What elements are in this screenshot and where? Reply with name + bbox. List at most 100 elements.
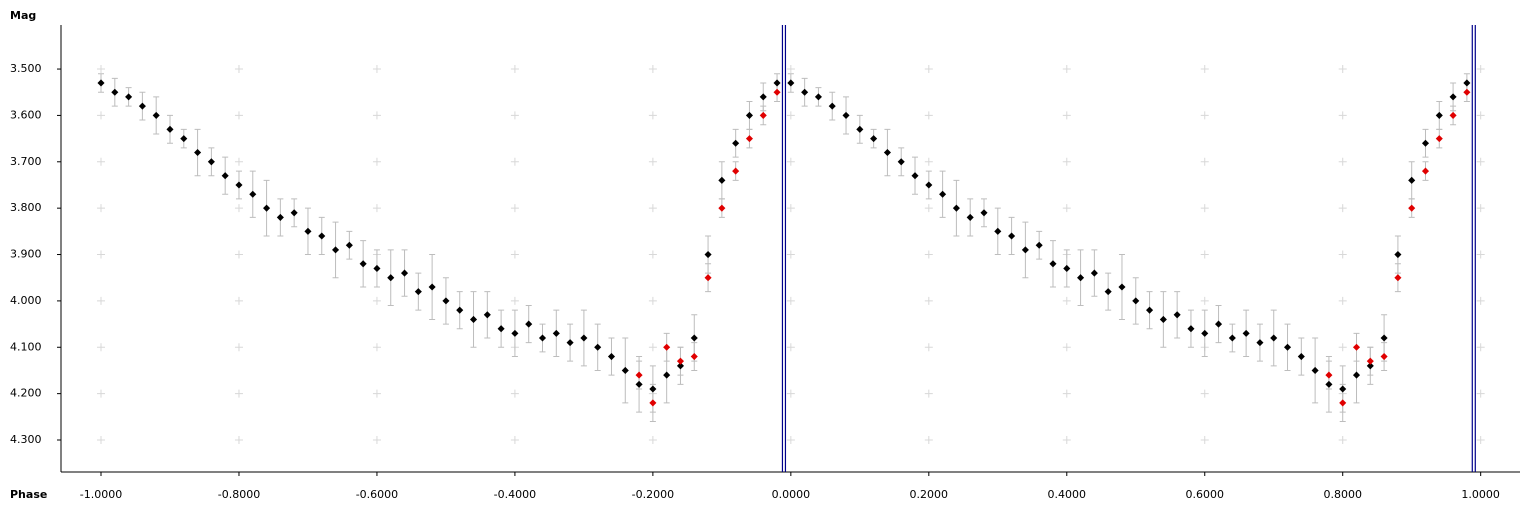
grid-cross bbox=[510, 111, 519, 120]
grid-cross bbox=[234, 343, 243, 352]
grid-cross bbox=[510, 389, 519, 398]
grid-cross bbox=[234, 389, 243, 398]
data-point bbox=[1270, 334, 1278, 342]
grid-cross bbox=[510, 436, 519, 445]
grid-cross bbox=[1338, 65, 1347, 74]
data-point bbox=[676, 362, 685, 370]
x-tick-label: -0.6000 bbox=[356, 488, 398, 501]
data-point bbox=[1049, 260, 1057, 268]
grid-cross bbox=[234, 204, 243, 213]
x-tick-label: -0.2000 bbox=[632, 488, 674, 501]
grid-cross bbox=[924, 111, 933, 120]
grid-cross bbox=[786, 250, 795, 259]
data-point bbox=[1008, 232, 1016, 240]
grid-cross bbox=[648, 157, 657, 166]
data-point bbox=[663, 343, 671, 351]
data-point bbox=[759, 111, 767, 119]
grid-cross bbox=[648, 436, 657, 445]
grid-cross bbox=[372, 389, 381, 398]
grid-cross bbox=[1062, 296, 1071, 305]
data-point bbox=[1380, 353, 1388, 361]
data-point bbox=[1132, 297, 1140, 305]
data-point bbox=[773, 88, 781, 96]
data-point bbox=[1449, 93, 1457, 101]
data-point bbox=[925, 181, 933, 189]
grid-cross bbox=[1338, 436, 1347, 445]
data-point bbox=[676, 357, 685, 365]
grid-cross bbox=[786, 389, 795, 398]
grid-cross bbox=[510, 65, 519, 74]
data-point bbox=[1146, 306, 1154, 314]
data-point bbox=[1449, 111, 1457, 119]
data-point bbox=[1463, 88, 1471, 96]
x-tick-label: 0.0000 bbox=[772, 488, 811, 501]
y-tick-label: 3.500 bbox=[10, 62, 42, 75]
x-tick-label: -0.8000 bbox=[218, 488, 260, 501]
data-point bbox=[732, 139, 740, 147]
grid-cross bbox=[1200, 436, 1209, 445]
x-tick-label: 0.2000 bbox=[910, 488, 949, 501]
data-point bbox=[332, 246, 340, 254]
grid-cross bbox=[372, 343, 381, 352]
data-point bbox=[994, 227, 1002, 235]
grid-cross bbox=[1476, 436, 1485, 445]
data-point bbox=[911, 172, 919, 180]
grid-cross bbox=[1200, 204, 1209, 213]
data-point bbox=[842, 111, 850, 119]
grid-cross bbox=[372, 65, 381, 74]
grid-cross bbox=[786, 111, 795, 120]
data-point bbox=[180, 135, 188, 143]
data-point bbox=[1325, 371, 1333, 379]
data-point bbox=[704, 250, 712, 259]
grid-cross bbox=[510, 204, 519, 213]
grid-cross bbox=[1476, 111, 1485, 120]
data-point bbox=[138, 102, 146, 110]
data-point bbox=[745, 111, 753, 119]
data-point bbox=[814, 93, 822, 101]
grid-cross bbox=[1338, 157, 1347, 166]
grid-cross bbox=[97, 436, 106, 445]
data-point bbox=[1173, 311, 1181, 319]
grid-cross bbox=[1200, 250, 1209, 259]
grid-cross bbox=[648, 250, 657, 259]
data-point bbox=[290, 209, 298, 217]
data-point bbox=[194, 148, 202, 157]
data-point bbox=[980, 209, 988, 217]
data-point bbox=[580, 334, 588, 342]
data-point bbox=[801, 88, 809, 96]
grid-cross bbox=[1062, 65, 1071, 74]
grid-cross bbox=[1062, 389, 1071, 398]
data-point bbox=[1297, 353, 1305, 361]
data-point bbox=[966, 213, 974, 221]
data-point bbox=[304, 227, 312, 235]
data-point bbox=[1283, 343, 1292, 351]
data-point bbox=[870, 135, 878, 143]
x-axis-label: Phase bbox=[10, 488, 47, 501]
grid-cross bbox=[786, 157, 795, 166]
data-point bbox=[663, 371, 671, 379]
grid-cross bbox=[1062, 204, 1071, 213]
grid-cross bbox=[1338, 250, 1347, 259]
grid-cross bbox=[924, 250, 933, 259]
grid-cross bbox=[648, 204, 657, 213]
y-tick-label: 4.200 bbox=[10, 387, 42, 400]
data-point bbox=[1035, 241, 1043, 249]
data-point bbox=[690, 353, 698, 361]
grid-cross bbox=[786, 204, 795, 213]
grid-cross bbox=[1476, 250, 1485, 259]
data-point bbox=[428, 283, 436, 291]
grid-cross bbox=[97, 296, 106, 305]
data-point bbox=[745, 135, 753, 143]
data-point bbox=[401, 269, 409, 277]
data-point bbox=[897, 158, 905, 166]
grid-cross bbox=[924, 389, 933, 398]
data-point bbox=[207, 158, 215, 166]
data-point bbox=[525, 320, 533, 328]
data-point bbox=[221, 172, 229, 180]
data-point bbox=[442, 297, 450, 305]
grid-cross bbox=[1062, 157, 1071, 166]
data-point bbox=[566, 339, 574, 347]
data-point bbox=[939, 190, 947, 198]
data-point bbox=[1394, 274, 1402, 282]
